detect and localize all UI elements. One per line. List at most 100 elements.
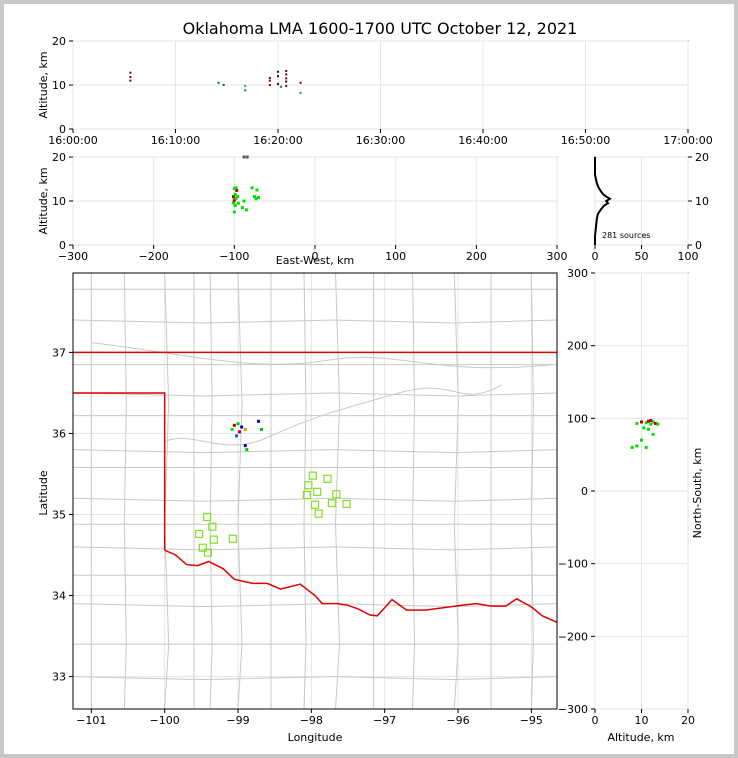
time-height-point [277,75,279,78]
plan-xlabel: Longitude [288,731,343,744]
ew-height-point [232,198,236,202]
ew-height-point [242,155,246,159]
hist-y-tick-label: 10 [695,195,709,208]
ew-height-point [235,188,239,192]
ns-altitude-point [651,432,655,436]
plan-view-source [257,419,261,423]
time-height-point [268,79,271,82]
longitude-tick-label: −97 [373,714,396,727]
time-height-point [217,81,220,84]
ns-ylabel: North-South, km [691,448,704,539]
ew-height-point [245,155,249,159]
time-height-point [129,79,132,82]
ns-altitude-point [644,421,648,425]
ew-x-tick-label: 200 [466,250,487,263]
network-station-marker [198,543,207,552]
time-height-point [299,91,302,94]
ns-altitude-point [640,420,643,424]
county-line [73,546,557,551]
time-height-panel: 16:00:00 16:10:00 16:20:00 16:30:00 16:40:00… [37,35,713,147]
hist-x-tick-label: 50 [635,250,649,263]
ns-y-tick-label: −300 [558,703,588,716]
plan-view-panel: −101 −100 −99 −98 −97 −96 −95 33 34 35 36 37 Longit… [37,272,558,744]
ew-height-point [232,195,236,199]
latitude-tick-label: 37 [52,346,66,359]
county-river-line [91,342,554,369]
plan-view-axes [72,272,558,710]
ew-height-point [250,186,254,190]
ew-height-panel: −300 −200 −100 0 100 200 300 0 10 20 East-West, k… [37,151,568,267]
ew-x-tick-label: 0 [312,250,319,263]
longitude-tick-label: −96 [446,714,469,727]
time-tick-label: 16:50:00 [561,134,610,147]
ew-height-point [244,208,248,212]
ew-height-point [240,206,244,210]
ns-altitude-panel: 0 10 20 −300 −200 −100 0 100 200 300 Altitude, km… [558,267,704,744]
plan-view-source [232,423,236,427]
latitude-tick-label: 34 [52,590,66,603]
chart-title: Oklahoma LMA 1600-1700 UTC October 12, 2… [183,19,578,38]
state-border-red-river [164,549,557,623]
ns-altitude-point [635,421,639,425]
time-tick-label: 16:40:00 [458,134,507,147]
time-height-point [280,85,283,88]
ns-alt-x-tick-label: 20 [681,714,695,727]
ns-y-tick-label: 200 [567,340,588,353]
ew-y-tick-label: 0 [59,239,66,252]
plan-view-source [243,427,247,431]
ns-alt-x-tick-label: 0 [592,714,599,727]
altitude-histogram-line [594,157,612,245]
time-height-point [222,84,225,86]
time-height-ylabel: Altitude, km [37,51,50,118]
network-station-marker [208,522,217,531]
time-height-point [244,84,247,87]
ew-height-point [234,186,238,190]
network-station-marker [203,512,212,522]
ew-y-tick-label: 10 [52,195,66,208]
longitude-tick-label: −98 [300,714,323,727]
ns-altitude-point [646,419,650,423]
ew-xlabel: East-West, km [276,254,354,267]
plan-view-source [230,427,234,431]
state-boundaries [73,351,557,623]
ns-altitude-point [630,445,634,449]
ew-x-tick-label: 300 [547,250,568,263]
time-tick-label: 16:20:00 [253,134,302,147]
network-station-marker [308,471,317,480]
network-station-marker [209,535,218,544]
ew-ylabel: Altitude, km [37,167,50,234]
ew-height-point [257,195,261,199]
ns-alt-x-tick-label: 10 [635,714,649,727]
state-border-panhandle [73,392,166,551]
longitude-tick-label: −100 [150,714,180,727]
plan-view-background [73,273,557,709]
ew-height-point [233,203,237,207]
time-tick-label: 16:30:00 [356,134,405,147]
longitude-tick-label: −99 [226,714,249,727]
ew-height-point [242,199,246,203]
ew-height-point [253,195,256,199]
ns-altitude-point [642,426,646,430]
time-height-point [244,89,247,92]
time-height-y-tick-label: 20 [52,35,66,48]
ew-y-tick-label: 20 [52,151,66,164]
time-height-point [129,71,132,74]
figure-frame: Oklahoma LMA 1600-1700 UTC October 12, 2… [4,4,734,754]
network-station-marker [302,490,312,500]
time-tick-label: 17:00:00 [663,134,712,147]
ew-x-tick-label: 100 [385,250,406,263]
plan-view-source [259,427,263,431]
ew-height-point [254,197,258,201]
plan-view-source [245,448,249,452]
ns-y-tick-label: 300 [567,267,588,280]
time-height-point [285,73,288,76]
ew-height-point [232,210,236,214]
ns-y-tick-label: −200 [558,630,588,643]
plan-view-source [243,444,247,448]
latitude-tick-label: 36 [52,427,66,440]
county-line [73,319,557,324]
ew-height-point [255,188,259,192]
longitude-tick-label: −95 [520,714,543,727]
ns-altitude-point [656,422,660,426]
ew-height-point [232,201,236,205]
